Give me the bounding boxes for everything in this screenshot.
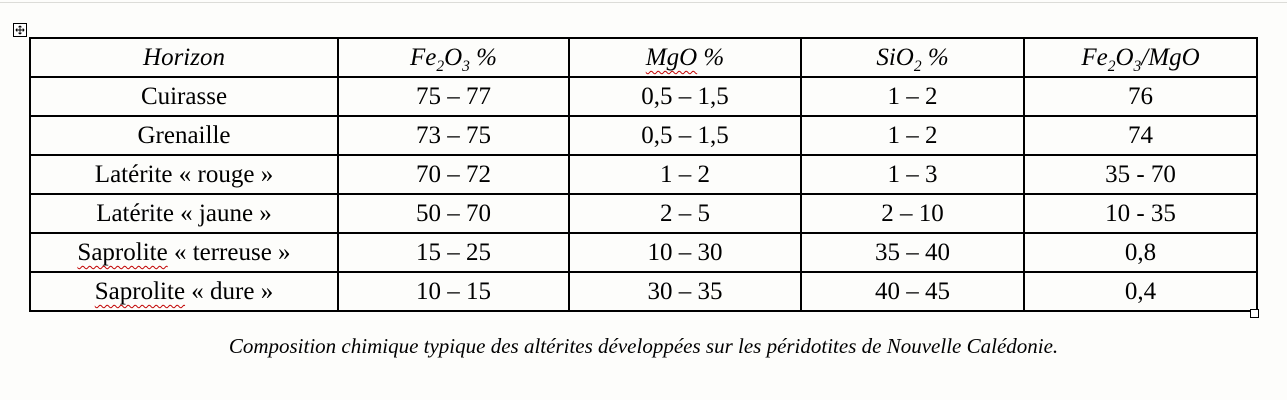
cell-horizon[interactable]: Saprolite « dure » <box>29 271 339 312</box>
cell-sio2[interactable]: 1 – 2 <box>800 76 1025 117</box>
cell-horizon[interactable]: Latérite « jaune » <box>29 193 339 234</box>
column-header-horizon[interactable]: Horizon <box>29 37 339 78</box>
cell-fe2o3[interactable]: 73 – 75 <box>337 115 570 156</box>
cell-ratio[interactable]: 0,4 <box>1023 271 1258 312</box>
cell-sio2[interactable]: 1 – 3 <box>800 154 1025 195</box>
table-row-saprolite-terreuse: Saprolite « terreuse » 15 – 25 10 – 30 3… <box>29 232 1258 273</box>
cell-ratio[interactable]: 0,8 <box>1023 232 1258 273</box>
cell-mgo[interactable]: 1 – 2 <box>568 154 802 195</box>
cell-fe2o3[interactable]: 15 – 25 <box>337 232 570 273</box>
table-row-laterite-jaune: Latérite « jaune » 50 – 70 2 – 5 2 – 10 … <box>29 193 1258 234</box>
table-row-grenaille: Grenaille 73 – 75 0,5 – 1,5 1 – 2 74 <box>29 115 1258 156</box>
page-top-rule <box>0 2 1287 3</box>
cell-fe2o3[interactable]: 50 – 70 <box>337 193 570 234</box>
table-row-saprolite-dure: Saprolite « dure » 10 – 15 30 – 35 40 – … <box>29 271 1258 312</box>
spellcheck-squiggle: MgO <box>645 44 698 71</box>
cell-sio2[interactable]: 35 – 40 <box>800 232 1025 273</box>
cell-fe2o3[interactable]: 70 – 72 <box>337 154 570 195</box>
cell-horizon[interactable]: Saprolite « terreuse » <box>29 232 339 273</box>
header-row: Horizon Fe2O3 % MgO % SiO2 % Fe2O3/MgO <box>29 37 1258 78</box>
table-resize-handle-icon[interactable] <box>1250 309 1259 318</box>
spellcheck-squiggle: Saprolite <box>94 278 186 305</box>
cell-mgo[interactable]: 30 – 35 <box>568 271 802 312</box>
table-move-handle-icon[interactable] <box>13 23 27 37</box>
table-caption[interactable]: Composition chimique typique des altérit… <box>228 334 1059 358</box>
spellcheck-squiggle: Saprolite <box>77 239 168 266</box>
cell-mgo[interactable]: 0,5 – 1,5 <box>568 76 802 117</box>
cell-mgo[interactable]: 10 – 30 <box>568 232 802 273</box>
column-header-fe2o3-mgo[interactable]: Fe2O3/MgO <box>1023 37 1258 78</box>
cell-mgo[interactable]: 0,5 – 1,5 <box>568 115 802 156</box>
cell-ratio[interactable]: 76 <box>1023 76 1258 117</box>
cell-sio2[interactable]: 1 – 2 <box>800 115 1025 156</box>
cell-horizon[interactable]: Grenaille <box>29 115 339 156</box>
composition-table: Horizon Fe2O3 % MgO % SiO2 % Fe2O3/MgO C… <box>29 37 1258 312</box>
cell-sio2[interactable]: 2 – 10 <box>800 193 1025 234</box>
table-row-cuirasse: Cuirasse 75 – 77 0,5 – 1,5 1 – 2 76 <box>29 76 1258 117</box>
column-header-sio2[interactable]: SiO2 % <box>800 37 1025 78</box>
cell-ratio[interactable]: 35 - 70 <box>1023 154 1258 195</box>
cell-ratio[interactable]: 10 - 35 <box>1023 193 1258 234</box>
cell-sio2[interactable]: 40 – 45 <box>800 271 1025 312</box>
cell-horizon[interactable]: Cuirasse <box>29 76 339 117</box>
column-header-fe2o3[interactable]: Fe2O3 % <box>337 37 570 78</box>
table-row-laterite-rouge: Latérite « rouge » 70 – 72 1 – 2 1 – 3 3… <box>29 154 1258 195</box>
cell-ratio[interactable]: 74 <box>1023 115 1258 156</box>
column-header-mgo[interactable]: MgO % <box>568 37 802 78</box>
cell-fe2o3[interactable]: 10 – 15 <box>337 271 570 312</box>
cell-horizon[interactable]: Latérite « rouge » <box>29 154 339 195</box>
cell-mgo[interactable]: 2 – 5 <box>568 193 802 234</box>
four-way-arrow-icon <box>15 25 25 35</box>
cell-fe2o3[interactable]: 75 – 77 <box>337 76 570 117</box>
